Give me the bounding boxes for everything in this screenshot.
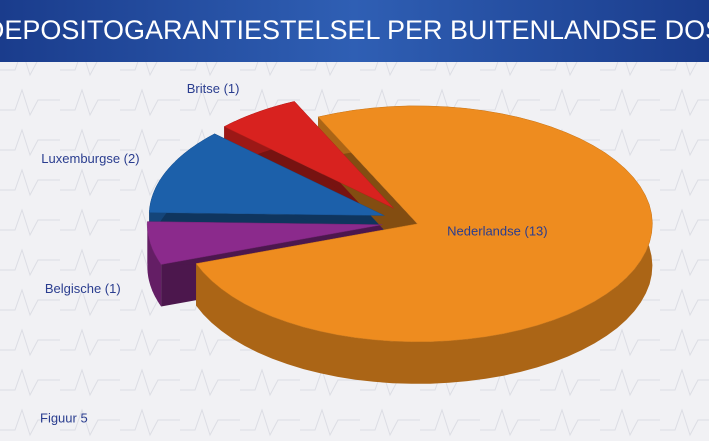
slice (195, 105, 653, 343)
data-label: Luxemburgse (2) (41, 151, 139, 166)
slice (223, 101, 394, 209)
data-label: Britse (1) (187, 81, 240, 96)
slice (147, 221, 383, 265)
chart-title: DEPOSITOGARANTIESTELSEL PER BUITENLANDSE… (0, 15, 709, 45)
slice-side (147, 221, 162, 307)
footnote: Figuur 5 (40, 410, 88, 425)
title-bar (0, 0, 709, 62)
data-label: Belgische (1) (45, 281, 121, 296)
slice (148, 133, 385, 216)
data-label: Nederlandse (13) (447, 223, 547, 238)
